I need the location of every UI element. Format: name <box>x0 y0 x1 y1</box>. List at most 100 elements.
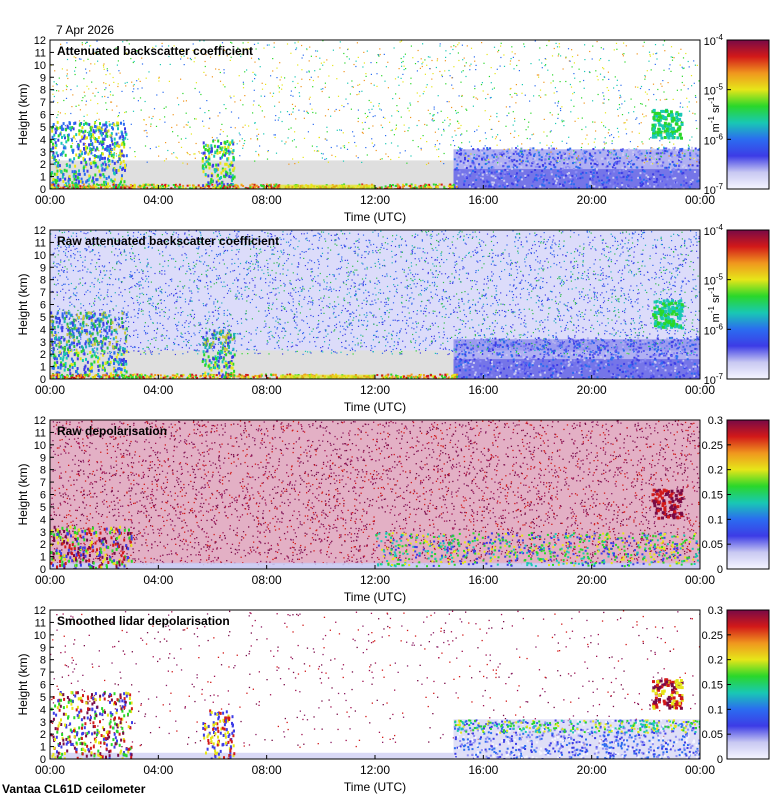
y-tick-label: 5 <box>40 122 46 134</box>
colorbar-gradient <box>726 419 770 570</box>
y-tick-label: 10 <box>34 60 46 72</box>
y-tick-label: 10 <box>34 250 46 262</box>
y-tick-label: 9 <box>40 452 46 464</box>
panel-2: Raw attenuated backscatter coefficient01… <box>16 223 770 414</box>
y-tick-label: 11 <box>35 237 46 249</box>
heatmap-field <box>50 610 700 759</box>
panel-title: Raw attenuated backscatter coefficient <box>57 234 279 248</box>
x-tick-label: 04:00 <box>143 573 173 587</box>
y-tick-label: 2 <box>40 349 46 361</box>
x-tick-label: 16:00 <box>468 193 498 207</box>
x-axis-label: Time (UTC) <box>344 210 406 224</box>
y-tick-label: 0 <box>40 374 46 386</box>
colorbar-tick-label: 0.25 <box>702 630 723 642</box>
colorbar-tick-label: 0 <box>717 754 723 766</box>
y-tick-label: 4 <box>40 514 46 526</box>
x-tick-label: 00:00 <box>35 193 65 207</box>
colorbar-tick-label: 0.2 <box>708 465 723 477</box>
x-axis-label: Time (UTC) <box>344 590 406 604</box>
colorbar-gradient <box>726 609 770 760</box>
y-tick-label: 7 <box>40 477 46 489</box>
x-tick-label: 00:00 <box>35 763 65 777</box>
y-tick-label: 0 <box>40 754 46 766</box>
y-axis-label: Height (km) <box>16 463 30 525</box>
y-tick-label: 9 <box>40 262 46 274</box>
x-tick-label: 20:00 <box>577 193 607 207</box>
colorbar-tick-label: 10-6 <box>704 132 724 147</box>
panel-title: Attenuated backscatter coefficient <box>57 44 253 58</box>
x-tick-label: 00:00 <box>35 573 65 587</box>
y-tick-label: 10 <box>34 440 46 452</box>
panel-title: Smoothed lidar depolarisation <box>57 614 230 628</box>
x-tick-label: 16:00 <box>468 763 498 777</box>
y-tick-label: 6 <box>40 680 46 692</box>
y-tick-label: 11 <box>35 617 46 629</box>
colorbar-tick-label: 0.1 <box>708 704 723 716</box>
colorbar-tick-label: 10-7 <box>704 372 724 387</box>
y-tick-label: 2 <box>40 539 46 551</box>
colorbar-tick-label: 0.1 <box>708 514 723 526</box>
y-tick-label: 4 <box>40 704 46 716</box>
y-tick-label: 7 <box>40 287 46 299</box>
y-tick-label: 8 <box>40 655 46 667</box>
y-tick-label: 4 <box>40 134 46 146</box>
y-tick-label: 3 <box>40 527 46 539</box>
y-tick-label: 6 <box>40 490 46 502</box>
y-tick-label: 12 <box>34 415 46 427</box>
panel-1: Attenuated backscatter coefficient012345… <box>16 33 770 224</box>
x-axis-label: Time (UTC) <box>344 780 406 794</box>
heatmap-field <box>50 230 700 379</box>
x-tick-label: 04:00 <box>143 763 173 777</box>
y-tick-label: 7 <box>40 97 46 109</box>
heatmap-field <box>50 40 700 189</box>
y-tick-label: 12 <box>34 225 46 237</box>
x-tick-label: 00:00 <box>685 763 715 777</box>
colorbar-tick-label: 0.15 <box>702 490 723 502</box>
y-tick-label: 11 <box>35 47 46 59</box>
panel-title: Raw depolarisation <box>57 424 167 438</box>
colorbar-tick-label: 0.05 <box>702 729 723 741</box>
y-tick-label: 7 <box>40 667 46 679</box>
x-tick-label: 04:00 <box>143 383 173 397</box>
y-tick-label: 8 <box>40 465 46 477</box>
colorbar-tick-label: 10-5 <box>704 83 724 98</box>
y-tick-label: 5 <box>40 692 46 704</box>
x-tick-label: 12:00 <box>360 193 390 207</box>
y-axis-label: Height (km) <box>16 83 30 145</box>
y-tick-label: 12 <box>34 605 46 617</box>
y-tick-label: 1 <box>40 172 46 184</box>
y-tick-label: 8 <box>40 85 46 97</box>
y-tick-label: 2 <box>40 159 46 171</box>
y-tick-label: 5 <box>40 502 46 514</box>
x-tick-label: 00:00 <box>685 573 715 587</box>
y-tick-label: 9 <box>40 72 46 84</box>
y-tick-label: 4 <box>40 324 46 336</box>
x-tick-label: 12:00 <box>360 383 390 397</box>
heatmap-field <box>50 420 700 569</box>
y-axis-label: Height (km) <box>16 653 30 715</box>
x-tick-label: 20:00 <box>577 383 607 397</box>
x-tick-label: 08:00 <box>252 193 282 207</box>
colorbar: 0 0.05 0.1 0.15 0.2 0.25 0.3 <box>702 605 770 766</box>
date-label: 7 Apr 2026 <box>56 23 114 37</box>
panel-3: Raw depolarisation0123456789101112Height… <box>16 415 770 604</box>
y-tick-label: 8 <box>40 275 46 287</box>
colorbar-unit-label: m-1 sr-1 <box>707 96 722 132</box>
y-tick-label: 0 <box>40 564 46 576</box>
y-tick-label: 3 <box>40 147 46 159</box>
colorbar-unit-label: m-1 sr-1 <box>707 286 722 322</box>
colorbar-tick-label: 10-6 <box>704 322 724 337</box>
y-tick-label: 6 <box>40 300 46 312</box>
x-axis-label: Time (UTC) <box>344 400 406 414</box>
colorbar-tick-label: 10-4 <box>704 33 724 48</box>
colorbar: 10-7 10-6 10-5 10-4 m-1 sr-1 <box>704 33 770 197</box>
colorbar: 0 0.05 0.1 0.15 0.2 0.25 0.3 <box>702 415 770 576</box>
y-tick-label: 1 <box>40 362 46 374</box>
y-tick-label: 1 <box>40 742 46 754</box>
x-tick-label: 20:00 <box>577 573 607 587</box>
y-axis-label: Height (km) <box>16 273 30 335</box>
colorbar: 10-7 10-6 10-5 10-4 m-1 sr-1 <box>704 223 770 387</box>
colorbar-tick-label: 10-7 <box>704 182 724 197</box>
x-tick-label: 00:00 <box>35 383 65 397</box>
x-tick-label: 08:00 <box>252 573 282 587</box>
